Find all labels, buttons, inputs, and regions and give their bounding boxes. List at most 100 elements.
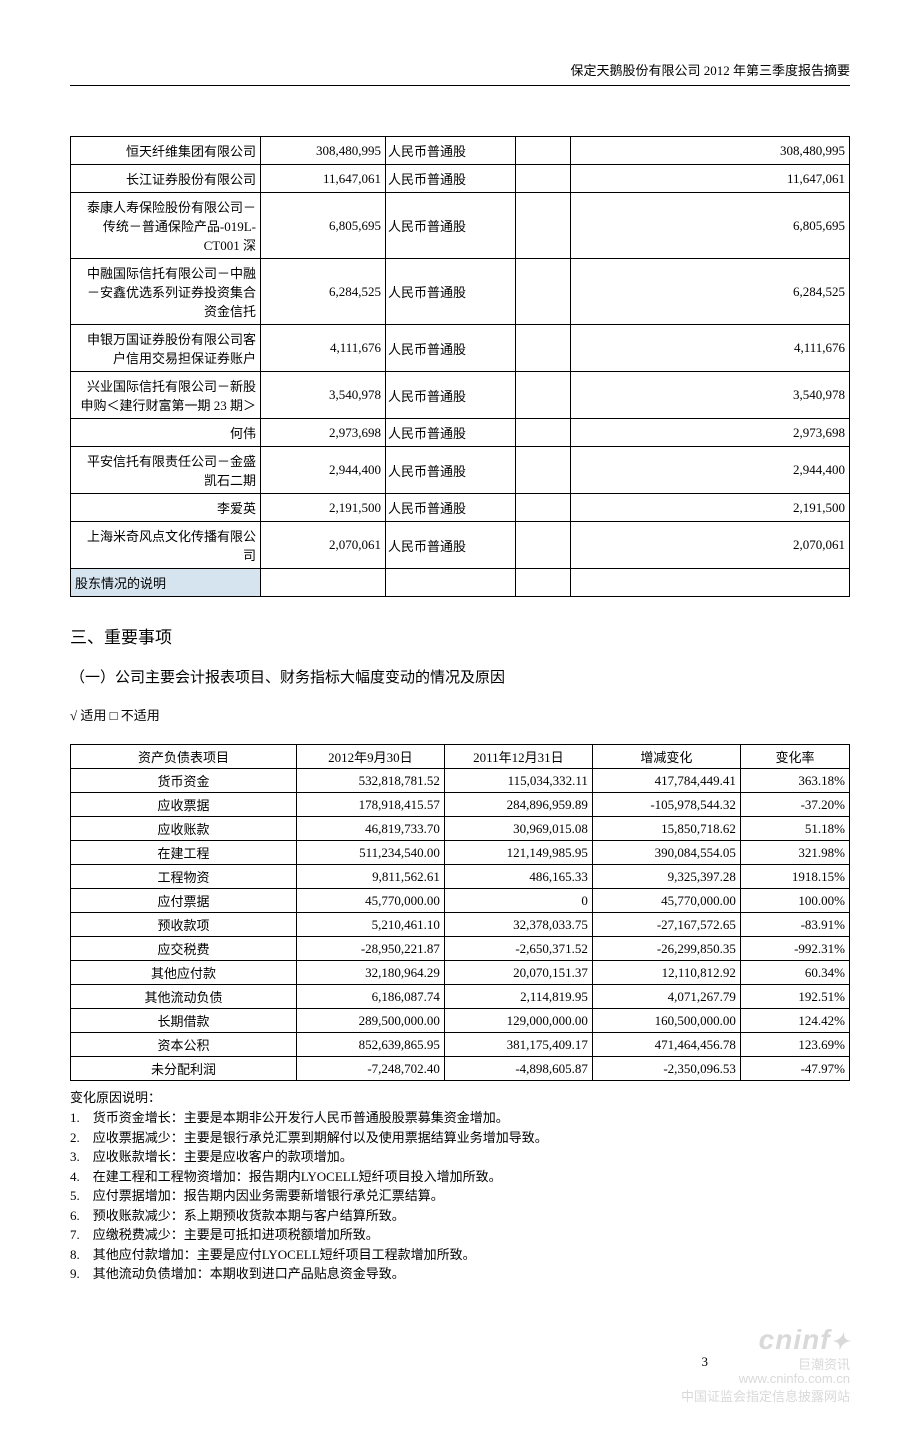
note-item: 4. 在建工程和工程物资增加：报告期内LYOCELL短纤项目投入增加所致。 xyxy=(70,1167,850,1187)
table-row: 兴业国际信托有限公司－新股申购＜建行财富第一期 23 期＞3,540,978人民… xyxy=(71,372,850,419)
item-value: -105,978,544.32 xyxy=(592,793,740,817)
shareholder-name: 兴业国际信托有限公司－新股申购＜建行财富第一期 23 期＞ xyxy=(71,372,261,419)
table-row: 泰康人寿保险股份有限公司－传统－普通保险产品-019L-CT001 深6,805… xyxy=(71,193,850,259)
shares-held: 4,111,676 xyxy=(261,325,386,372)
table-row: 何伟2,973,698人民币普通股2,973,698 xyxy=(71,419,850,447)
item-value: 5,210,461.10 xyxy=(296,913,444,937)
item-value: 486,165.33 xyxy=(444,865,592,889)
table-row: 货币资金532,818,781.52115,034,332.11417,784,… xyxy=(71,769,850,793)
table-row: 其他流动负债6,186,087.742,114,819.954,071,267.… xyxy=(71,985,850,1009)
item-value: 123.69% xyxy=(740,1033,849,1057)
watermark-sub3: 中国证监会指定信息披露网站 xyxy=(70,1386,850,1405)
item-name: 应交税费 xyxy=(71,937,297,961)
shareholder-name: 泰康人寿保险股份有限公司－传统－普通保险产品-019L-CT001 深 xyxy=(71,193,261,259)
table-row: 长期借款289,500,000.00129,000,000.00160,500,… xyxy=(71,1009,850,1033)
table-row: 应收票据178,918,415.57284,896,959.89-105,978… xyxy=(71,793,850,817)
shares-value: 2,944,400 xyxy=(571,447,850,494)
item-value: 852,639,865.95 xyxy=(296,1033,444,1057)
empty-cell xyxy=(516,325,571,372)
watermark-brand: cninf✦ xyxy=(70,1324,850,1356)
item-value: 381,175,409.17 xyxy=(444,1033,592,1057)
page-header: 保定天鹅股份有限公司 2012 年第三季度报告摘要 xyxy=(70,60,850,86)
item-value: 289,500,000.00 xyxy=(296,1009,444,1033)
note-item: 7. 应缴税费减少：主要是可抵扣进项税额增加所致。 xyxy=(70,1225,850,1245)
item-value: -83.91% xyxy=(740,913,849,937)
note-item: 8. 其他应付款增加：主要是应付LYOCELL短纤项目工程款增加所致。 xyxy=(70,1245,850,1265)
share-type: 人民币普通股 xyxy=(386,494,516,522)
item-name: 未分配利润 xyxy=(71,1057,297,1081)
page-number: 3 xyxy=(702,1354,709,1370)
item-value: 4,071,267.79 xyxy=(592,985,740,1009)
table-footer-row: 股东情况的说明 xyxy=(71,569,850,597)
note-item: 5. 应付票据增加：报告期内因业务需要新增银行承兑汇票结算。 xyxy=(70,1186,850,1206)
item-value: 178,918,415.57 xyxy=(296,793,444,817)
share-type: 人民币普通股 xyxy=(386,372,516,419)
change-reason-notes: 1. 货币资金增长：主要是本期非公开发行人民币普通股股票募集资金增加。2. 应收… xyxy=(70,1108,850,1284)
column-header: 增减变化 xyxy=(592,745,740,769)
shares-value: 308,480,995 xyxy=(571,137,850,165)
item-value: 1918.15% xyxy=(740,865,849,889)
item-value: 32,378,033.75 xyxy=(444,913,592,937)
item-value: 9,811,562.61 xyxy=(296,865,444,889)
empty-cell xyxy=(516,372,571,419)
section-3-1-title: （一）公司主要会计报表项目、财务指标大幅度变动的情况及原因 xyxy=(70,666,850,687)
table-row: 中融国际信托有限公司－中融－安鑫优选系列证券投资集合资金信托6,284,525人… xyxy=(71,259,850,325)
table-row: 应付票据45,770,000.00045,770,000.00100.00% xyxy=(71,889,850,913)
item-value: -992.31% xyxy=(740,937,849,961)
share-type: 人民币普通股 xyxy=(386,193,516,259)
item-value: 160,500,000.00 xyxy=(592,1009,740,1033)
share-type: 人民币普通股 xyxy=(386,259,516,325)
item-value: -47.97% xyxy=(740,1057,849,1081)
item-value: 6,186,087.74 xyxy=(296,985,444,1009)
empty-cell xyxy=(516,259,571,325)
shares-held: 2,973,698 xyxy=(261,419,386,447)
table-row: 应交税费-28,950,221.87-2,650,371.52-26,299,8… xyxy=(71,937,850,961)
shareholder-name: 长江证券股份有限公司 xyxy=(71,165,261,193)
shareholder-name: 恒天纤维集团有限公司 xyxy=(71,137,261,165)
shares-held: 2,191,500 xyxy=(261,494,386,522)
balance-sheet-table: 资产负债表项目2012年9月30日2011年12月31日增减变化变化率 货币资金… xyxy=(70,744,850,1081)
shares-held: 2,070,061 xyxy=(261,522,386,569)
item-value: 284,896,959.89 xyxy=(444,793,592,817)
share-type: 人民币普通股 xyxy=(386,325,516,372)
shares-value: 3,540,978 xyxy=(571,372,850,419)
item-name: 应收账款 xyxy=(71,817,297,841)
shares-held: 6,805,695 xyxy=(261,193,386,259)
shareholder-name: 何伟 xyxy=(71,419,261,447)
item-value: 121,149,985.95 xyxy=(444,841,592,865)
share-type: 人民币普通股 xyxy=(386,522,516,569)
shares-held: 3,540,978 xyxy=(261,372,386,419)
shareholder-note-label: 股东情况的说明 xyxy=(71,569,261,597)
item-value: 45,770,000.00 xyxy=(592,889,740,913)
item-value: 0 xyxy=(444,889,592,913)
table-row: 其他应付款32,180,964.2920,070,151.3712,110,81… xyxy=(71,961,850,985)
shares-value: 6,805,695 xyxy=(571,193,850,259)
shares-held: 2,944,400 xyxy=(261,447,386,494)
table-row: 应收账款46,819,733.7030,969,015.0815,850,718… xyxy=(71,817,850,841)
item-value: 51.18% xyxy=(740,817,849,841)
item-value: 192.51% xyxy=(740,985,849,1009)
item-value: -26,299,850.35 xyxy=(592,937,740,961)
table-row: 资本公积852,639,865.95381,175,409.17471,464,… xyxy=(71,1033,850,1057)
share-type: 人民币普通股 xyxy=(386,419,516,447)
shares-value: 2,070,061 xyxy=(571,522,850,569)
item-value: -28,950,221.87 xyxy=(296,937,444,961)
share-type: 人民币普通股 xyxy=(386,165,516,193)
empty-cell xyxy=(516,494,571,522)
item-name: 应付票据 xyxy=(71,889,297,913)
item-value: -4,898,605.87 xyxy=(444,1057,592,1081)
notes-title: 变化原因说明： xyxy=(70,1087,850,1106)
item-value: 2,114,819.95 xyxy=(444,985,592,1009)
item-name: 长期借款 xyxy=(71,1009,297,1033)
empty-cell xyxy=(516,193,571,259)
item-value: -27,167,572.65 xyxy=(592,913,740,937)
item-value: 124.42% xyxy=(740,1009,849,1033)
item-value: 20,070,151.37 xyxy=(444,961,592,985)
shares-held: 308,480,995 xyxy=(261,137,386,165)
item-value: 471,464,456.78 xyxy=(592,1033,740,1057)
shareholder-name: 申银万国证券股份有限公司客户信用交易担保证券账户 xyxy=(71,325,261,372)
note-item: 1. 货币资金增长：主要是本期非公开发行人民币普通股股票募集资金增加。 xyxy=(70,1108,850,1128)
item-value: 390,084,554.05 xyxy=(592,841,740,865)
table-row: 平安信托有限责任公司－金盛凯石二期2,944,400人民币普通股2,944,40… xyxy=(71,447,850,494)
item-name: 预收款项 xyxy=(71,913,297,937)
